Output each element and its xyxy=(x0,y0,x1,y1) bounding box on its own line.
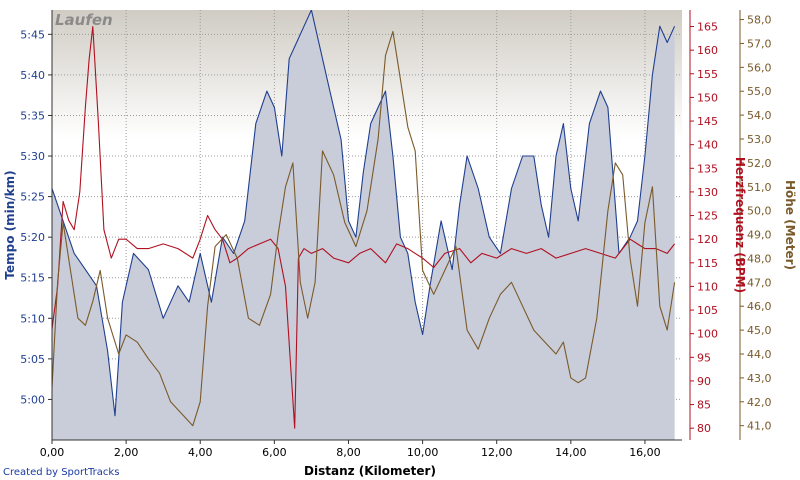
elevation-tick-label: 50,0 xyxy=(747,205,772,218)
x-tick-label: 12,00 xyxy=(481,446,513,459)
elevation-tick-label: 45,0 xyxy=(747,324,772,337)
heart-rate-axis-label: Herzfrequenz (BPM) xyxy=(733,157,747,293)
elevation-tick-label: 43,0 xyxy=(747,372,772,385)
heart-rate-tick-label: 150 xyxy=(697,91,718,104)
heart-rate-tick-label: 105 xyxy=(697,304,718,317)
heart-rate-tick-label: 85 xyxy=(697,399,711,412)
heart-rate-tick-label: 160 xyxy=(697,44,718,57)
heart-rate-tick-label: 95 xyxy=(697,351,711,364)
heart-rate-tick-label: 125 xyxy=(697,210,718,223)
heart-rate-tick-label: 130 xyxy=(697,186,718,199)
tempo-series-area xyxy=(52,10,675,440)
elevation-tick-label: 53,0 xyxy=(747,133,772,146)
elevation-tick-label: 42,0 xyxy=(747,396,772,409)
x-axis-label: Distanz (Kilometer) xyxy=(304,464,436,478)
x-axis-ticks: 0,00 2,00 4,00 6,00 8,00 10,00 12,00 14,00 16,00 xyxy=(40,440,661,459)
x-tick-label: 2,00 xyxy=(114,446,139,459)
heart-rate-tick-label: 140 xyxy=(697,139,718,152)
heart-rate-tick-label: 80 xyxy=(697,422,711,435)
heart-rate-tick-label: 145 xyxy=(697,115,718,128)
elevation-series-line xyxy=(52,30,676,427)
elevation-tick-label: 44,0 xyxy=(747,348,772,361)
heart-rate-tick-label: 155 xyxy=(697,68,718,81)
tempo-tick-label: 5:40 xyxy=(20,69,45,82)
elevation-tick-label: 58,0 xyxy=(747,14,772,27)
x-tick-label: 6,00 xyxy=(262,446,287,459)
heart-rate-tick-label: 165 xyxy=(697,21,718,34)
tempo-tick-label: 5:00 xyxy=(20,393,45,406)
elevation-axis-label: Höhe (Meter) xyxy=(783,180,797,270)
x-tick-label: 8,00 xyxy=(336,446,361,459)
heart-rate-tick-label: 135 xyxy=(697,162,718,175)
elevation-tick-label: 55,0 xyxy=(747,85,772,98)
heart-rate-tick-label: 120 xyxy=(697,233,718,246)
tempo-tick-label: 5:10 xyxy=(20,312,45,325)
heart-rate-tick-label: 115 xyxy=(697,257,718,270)
x-tick-label: 4,00 xyxy=(188,446,213,459)
tempo-tick-label: 5:45 xyxy=(20,28,45,41)
elevation-tick-label: 52,0 xyxy=(747,157,772,170)
elevation-tick-label: 47,0 xyxy=(747,276,772,289)
tempo-tick-label: 5:25 xyxy=(20,191,45,204)
elevation-tick-label: 46,0 xyxy=(747,300,772,313)
tempo-axis-label: Tempo (min/km) xyxy=(3,170,17,279)
tempo-axis-ticks: 5:00 5:05 5:10 5:15 5:20 5:25 5:30 5:35 5:40 5:45 xyxy=(20,28,52,406)
heart-rate-tick-label: 110 xyxy=(697,280,718,293)
tempo-tick-label: 5:20 xyxy=(20,231,45,244)
elevation-tick-label: 41,0 xyxy=(747,420,772,433)
elevation-tick-label: 54,0 xyxy=(747,109,772,122)
elevation-tick-label: 56,0 xyxy=(747,61,772,74)
elevation-tick-label: 51,0 xyxy=(747,181,772,194)
x-tick-label: 14,00 xyxy=(555,446,587,459)
tempo-tick-label: 5:15 xyxy=(20,272,45,285)
tempo-tick-label: 5:30 xyxy=(20,150,45,163)
elevation-tick-label: 49,0 xyxy=(747,229,772,242)
x-tick-label: 0,00 xyxy=(40,446,65,459)
heart-rate-axis-ticks: 80 85 90 95 100 105 110 115 120 125 130 135 140 145 15… xyxy=(690,21,718,435)
elevation-tick-label: 48,0 xyxy=(747,252,772,265)
series-layer xyxy=(52,10,676,440)
heart-rate-tick-label: 100 xyxy=(697,328,718,341)
tempo-tick-label: 5:35 xyxy=(20,109,45,122)
elevation-axis-ticks: 41,0 42,0 43,0 44,0 45,0 46,0 47,0 48,0 49,0 50,0… xyxy=(740,14,772,433)
heart-rate-series-line xyxy=(52,25,676,429)
x-tick-label: 10,00 xyxy=(407,446,439,459)
heart-rate-tick-label: 90 xyxy=(697,375,711,388)
credit-link[interactable]: Created by SportTracks xyxy=(3,467,120,478)
x-tick-label: 16,00 xyxy=(629,446,661,459)
tempo-tick-label: 5:05 xyxy=(20,353,45,366)
watermark-label: Laufen xyxy=(55,11,113,29)
elevation-tick-label: 57,0 xyxy=(747,37,772,50)
